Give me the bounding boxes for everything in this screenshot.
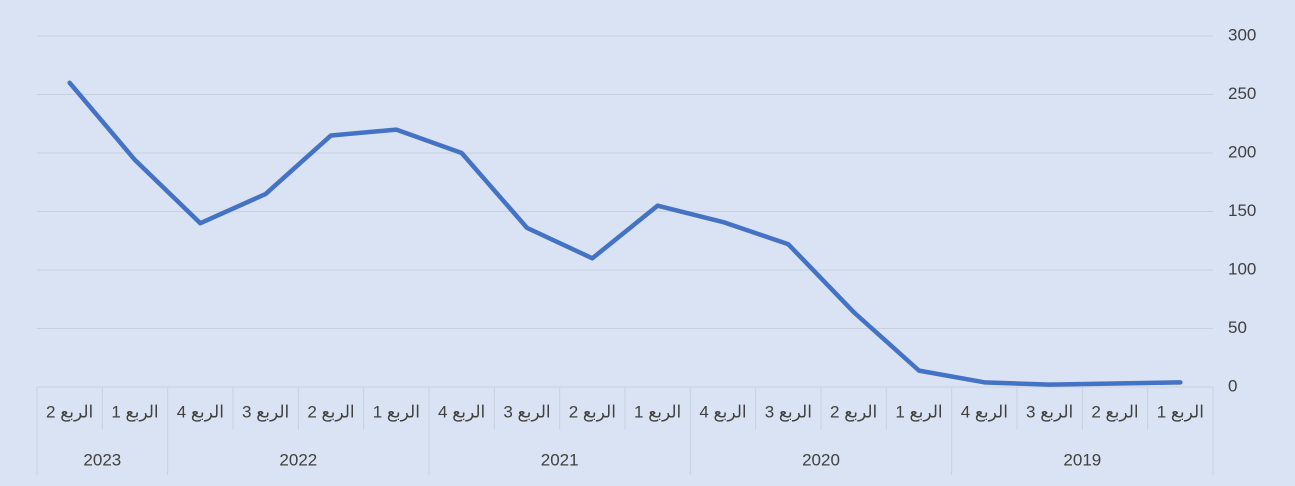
y-tick-label: 50 bbox=[1228, 318, 1247, 337]
x-tick-label: الربع 2 bbox=[569, 402, 616, 422]
x-tick-label: الربع 1 bbox=[634, 402, 681, 422]
group-label: 2023 bbox=[83, 450, 121, 469]
y-tick-label: 0 bbox=[1228, 376, 1237, 395]
group-label: 2019 bbox=[1063, 450, 1101, 469]
y-tick-label: 300 bbox=[1228, 25, 1256, 44]
x-tick-label: الربع 1 bbox=[895, 402, 942, 422]
x-tick-label: الربع 4 bbox=[438, 402, 485, 422]
x-tick-label: الربع 2 bbox=[830, 402, 877, 422]
x-tick-label: الربع 3 bbox=[765, 402, 812, 422]
x-tick-label: الربع 3 bbox=[1026, 402, 1073, 422]
group-label: 2020 bbox=[802, 450, 840, 469]
x-tick-label: الربع 3 bbox=[242, 402, 289, 422]
y-tick-label: 100 bbox=[1228, 259, 1256, 278]
x-tick-label: الربع 4 bbox=[961, 402, 1008, 422]
y-tick-label: 250 bbox=[1228, 84, 1256, 103]
x-tick-label: الربع 1 bbox=[1157, 402, 1204, 422]
x-tick-label: الربع 2 bbox=[307, 402, 354, 422]
x-tick-label: الربع 4 bbox=[699, 402, 746, 422]
group-label: 2022 bbox=[279, 450, 317, 469]
x-tick-label: الربع 2 bbox=[46, 402, 93, 422]
x-tick-label: الربع 3 bbox=[503, 402, 550, 422]
x-tick-label: الربع 4 bbox=[177, 402, 224, 422]
y-tick-label: 150 bbox=[1228, 201, 1256, 220]
line-series bbox=[67, 80, 1183, 387]
x-tick-label: الربع 2 bbox=[1091, 402, 1138, 422]
x-tick-label: الربع 1 bbox=[111, 402, 158, 422]
y-tick-label: 200 bbox=[1228, 142, 1256, 161]
group-label: 2021 bbox=[541, 450, 579, 469]
x-tick-label: الربع 1 bbox=[373, 402, 420, 422]
